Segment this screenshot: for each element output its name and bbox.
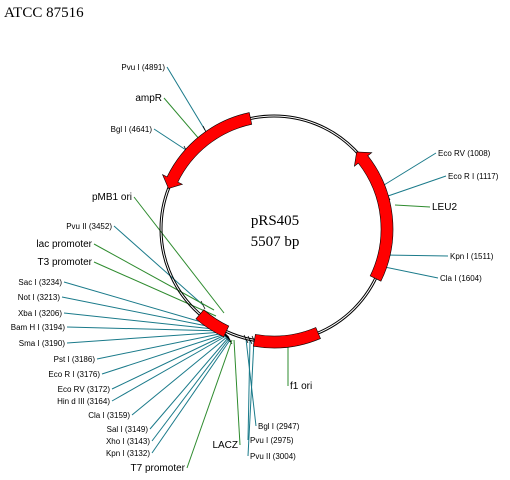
site-line <box>63 312 224 331</box>
site-line <box>151 339 231 454</box>
feature-line <box>133 196 225 314</box>
site-line <box>149 337 229 430</box>
site-line <box>111 334 226 390</box>
site-line <box>153 128 187 151</box>
site-label: Pvu I (4891) <box>121 63 165 72</box>
site-tick <box>200 300 206 310</box>
site-line <box>63 281 223 329</box>
feature-arc <box>161 112 253 189</box>
site-line <box>101 333 226 375</box>
site-label: Bgl I (4641) <box>111 125 153 134</box>
site-label: Sal I (3149) <box>107 425 149 434</box>
feature-line <box>163 97 201 141</box>
site-label: Eco RV (3172) <box>58 385 111 394</box>
feature-label: LEU2 <box>432 202 457 213</box>
site-label: Pst I (3186) <box>54 355 96 364</box>
site-label: Eco RV (1008) <box>438 149 491 158</box>
site-label: Kpn I (1511) <box>450 252 494 261</box>
labels: Pvu I (4891) ampR Bgl I (4641) pMB1 ori Pvu … <box>11 63 499 474</box>
site-line <box>111 335 227 402</box>
site-label: Pvu I (2975) <box>250 436 294 445</box>
feature-label: ampR <box>135 93 162 104</box>
site-tick <box>243 334 249 344</box>
site-label: Hin d III (3164) <box>57 397 110 406</box>
feature-line <box>93 243 215 311</box>
title: ATCC 87516 <box>4 5 84 21</box>
feature-label: LACZ <box>212 440 238 451</box>
site-line <box>247 339 251 441</box>
site-tick <box>226 334 232 344</box>
feature-arcs <box>161 112 394 349</box>
site-label: Eco R I (1117) <box>448 172 499 181</box>
plasmid-size: 5507 bp <box>251 234 300 250</box>
feature-label: f1 ori <box>290 381 312 392</box>
feature-line <box>394 204 431 208</box>
connector-lines <box>61 66 449 469</box>
site-line <box>96 332 225 360</box>
site-label: Kpn I (3132) <box>106 449 150 458</box>
site-line <box>113 225 204 306</box>
feature-label: T3 promoter <box>38 257 93 268</box>
site-label: Xho I (3143) <box>106 437 150 446</box>
site-label: Sma I (3190) <box>19 339 66 348</box>
site-label: Not I (3213) <box>18 293 61 302</box>
feature-line <box>233 339 241 446</box>
plasmid-name: pRS405 <box>251 213 299 229</box>
site-label: Pvu II (3452) <box>66 222 112 231</box>
site-line <box>245 338 257 427</box>
site-line <box>131 336 228 416</box>
feature-line <box>186 339 233 469</box>
site-line <box>66 326 224 332</box>
site-label: Xba I (3206) <box>18 309 62 318</box>
site-line <box>247 339 255 457</box>
site-line <box>383 152 437 186</box>
site-label: Eco R I (3176) <box>48 370 100 379</box>
feature-arc <box>252 327 321 349</box>
site-line <box>61 296 223 330</box>
site-line <box>66 331 225 344</box>
site-line <box>383 254 449 257</box>
site-label: Sac I (3234) <box>18 278 62 287</box>
site-line <box>151 338 230 442</box>
feature-label: pMB1 ori <box>92 192 132 203</box>
site-label: Bgl I (2947) <box>258 422 300 431</box>
feature-arc <box>353 151 394 282</box>
feature-label: T7 promoter <box>131 463 186 474</box>
feature-line <box>93 261 217 317</box>
feature-label: lac promoter <box>36 239 92 250</box>
site-label: Bam H I (3194) <box>11 323 66 332</box>
site-line <box>166 66 206 131</box>
site-label: Pvu II (3004) <box>250 452 296 461</box>
site-label: Cla I (1604) <box>440 274 482 283</box>
site-line <box>387 175 447 197</box>
feature-arc <box>195 309 230 338</box>
site-line <box>379 265 439 279</box>
site-label: Cla I (3159) <box>88 411 130 420</box>
